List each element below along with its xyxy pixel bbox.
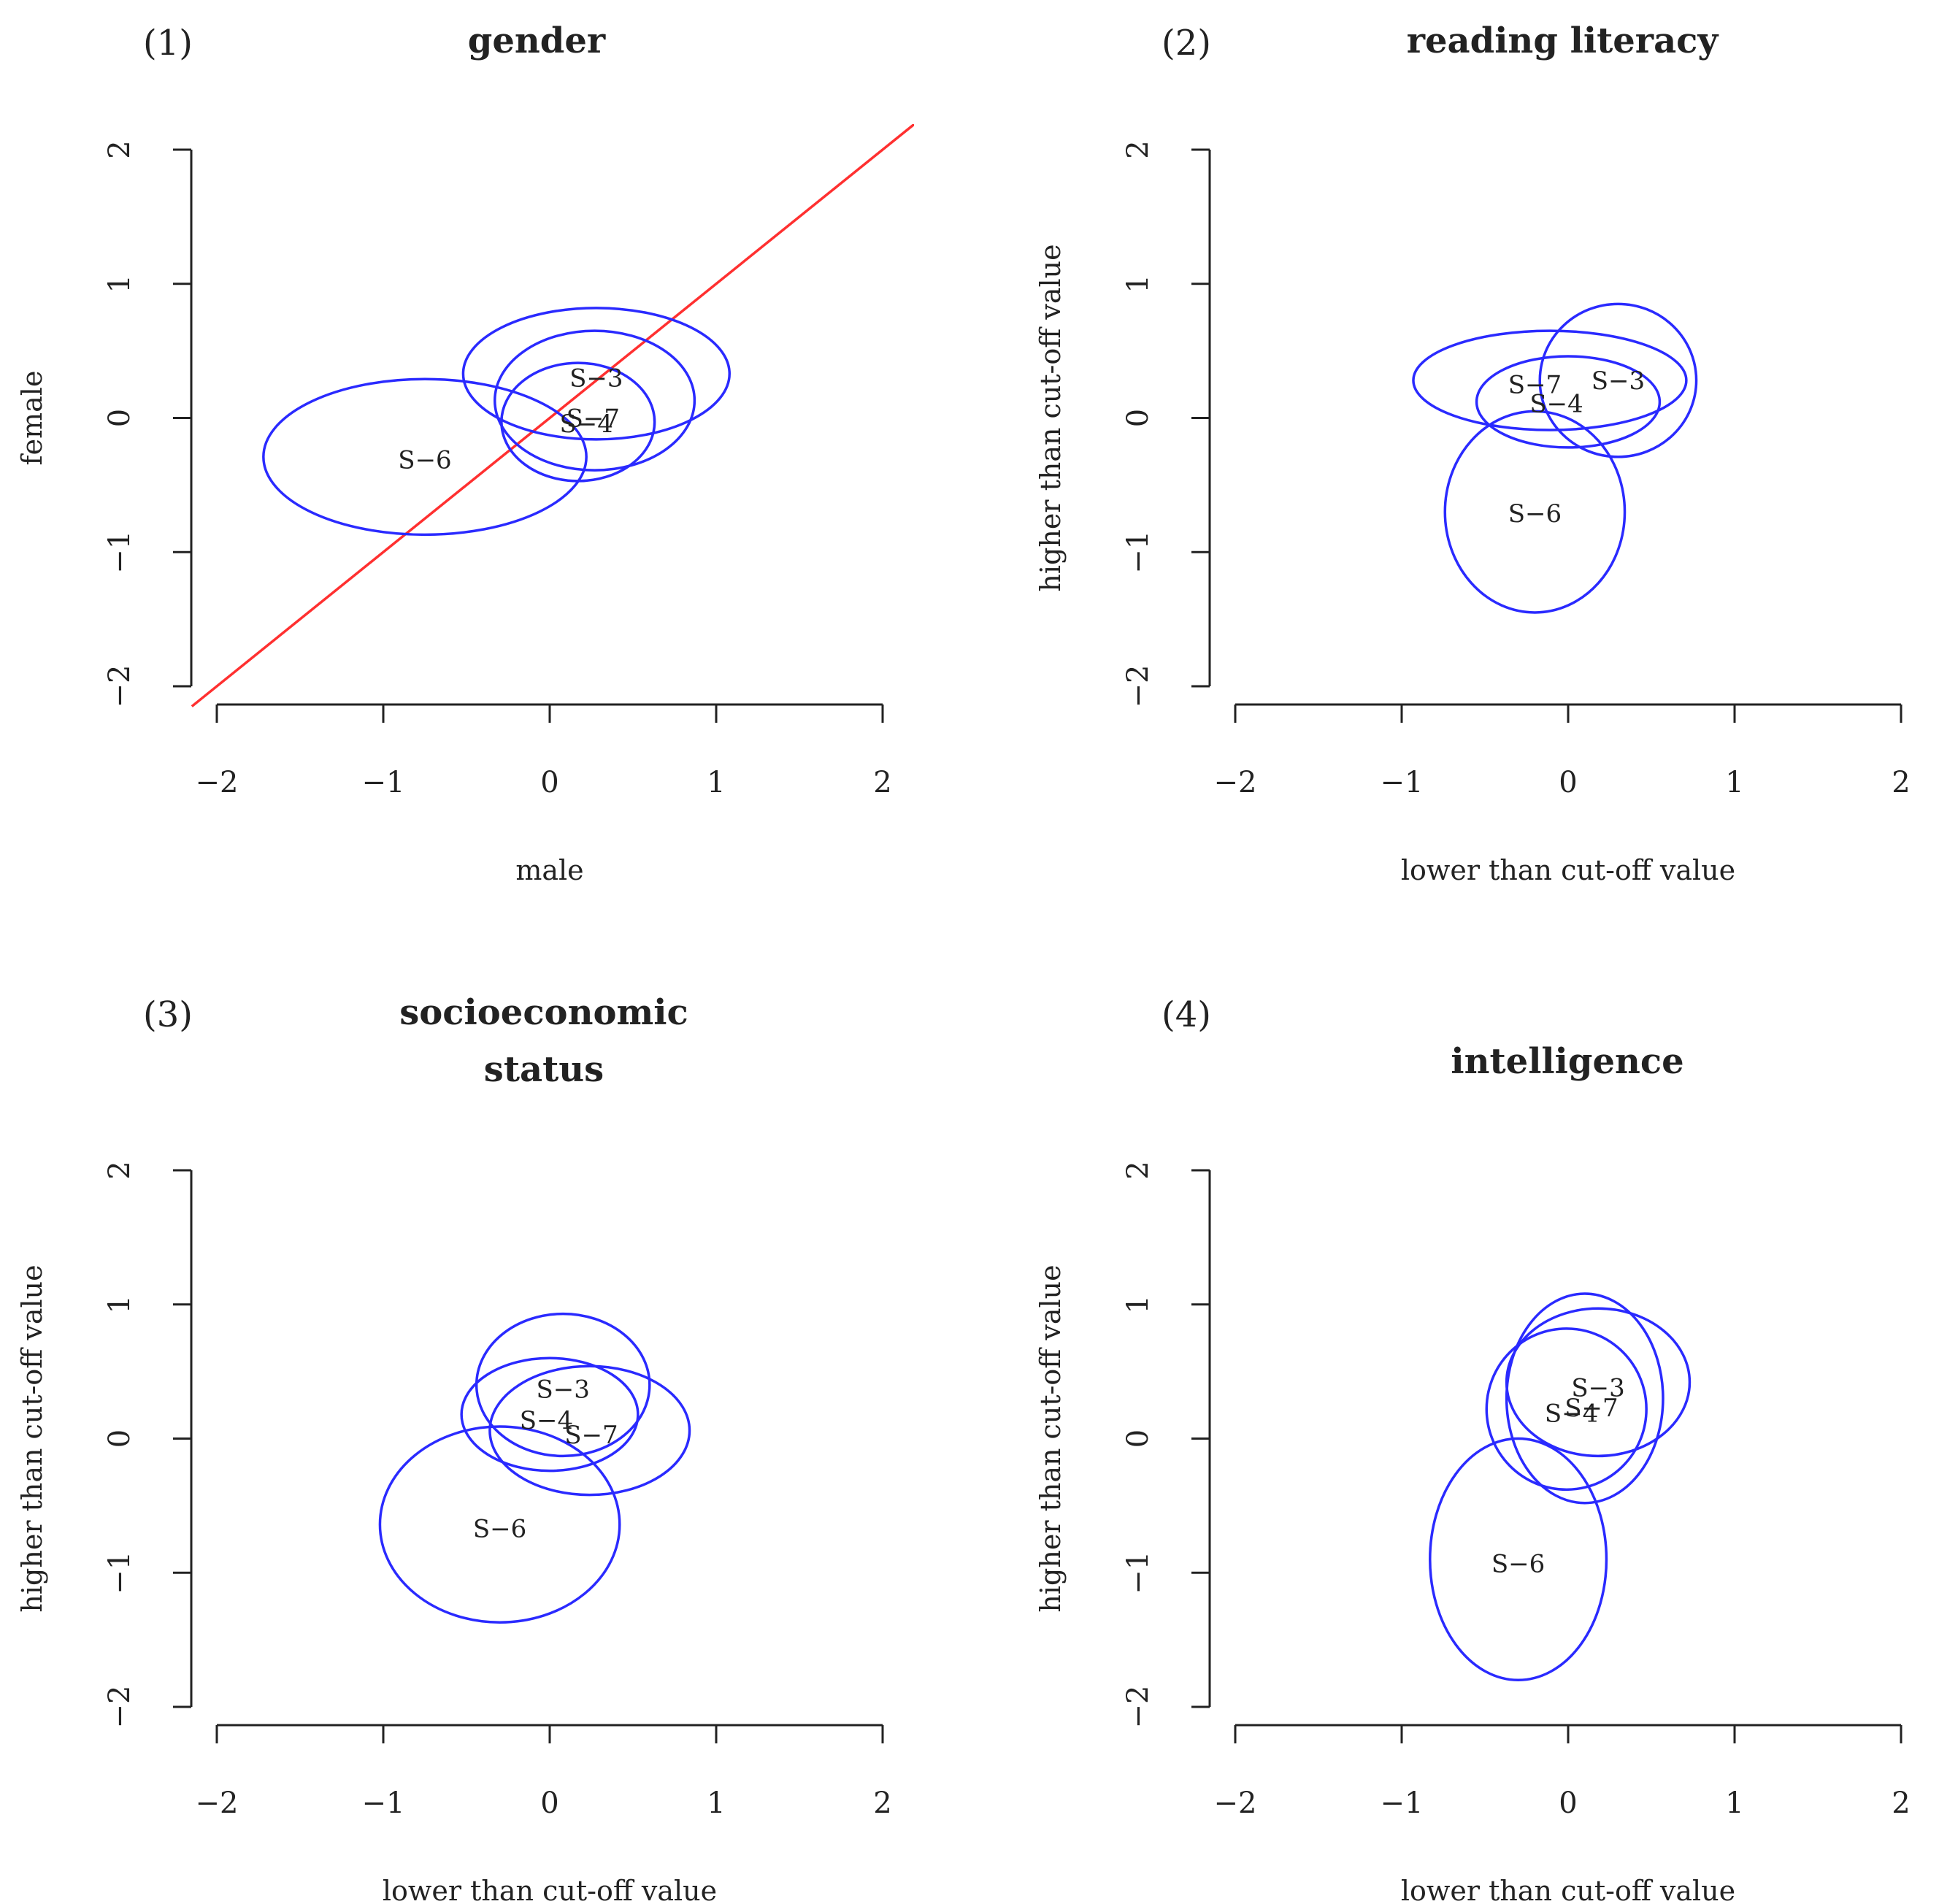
confidence-ellipse bbox=[1412, 329, 1688, 431]
x-axis-label: lower than cut-off value bbox=[1401, 854, 1735, 886]
y-axis-label: female bbox=[16, 371, 48, 466]
x-tick-label: 1 bbox=[707, 766, 725, 799]
confidence-ellipse bbox=[1485, 1327, 1648, 1492]
confidence-ellipse bbox=[262, 377, 588, 537]
y-tick-label: −1 bbox=[1121, 1551, 1155, 1594]
y-tick-label: 1 bbox=[1121, 1295, 1155, 1313]
confidence-ellipse bbox=[1505, 1292, 1665, 1505]
y-tick-label: 2 bbox=[1121, 140, 1155, 158]
y-tick-label: 1 bbox=[103, 275, 137, 293]
x-tick-label: −2 bbox=[196, 1786, 239, 1820]
reference-line-y-equals-x bbox=[1210, 1143, 1935, 1727]
panel-number: (2) bbox=[1162, 23, 1211, 64]
ellipse-label: S−3 bbox=[537, 1375, 590, 1405]
x-tick-label: 2 bbox=[873, 1786, 891, 1820]
confidence-ellipse bbox=[461, 307, 731, 441]
chart-title-line: intelligence bbox=[1451, 1041, 1683, 1082]
ellipse-label: S−7 bbox=[1508, 371, 1562, 400]
chart-panel-socioeconomic-status: (3) socioeconomic status −2 −1 0 1 2 −2 −1 0 1 2 l… bbox=[16, 992, 916, 1904]
reference-line-y-equals-x bbox=[191, 124, 914, 707]
ellipse-label: S−7 bbox=[1564, 1394, 1618, 1423]
confidence-ellipse bbox=[460, 1356, 640, 1473]
ellipse-label: S−6 bbox=[1491, 1549, 1545, 1578]
ellipse-label: S−4 bbox=[520, 1406, 573, 1435]
panel-number: (3) bbox=[143, 994, 193, 1035]
x-tick-label: −1 bbox=[362, 1786, 405, 1820]
x-tick-label: 0 bbox=[540, 766, 558, 799]
confidence-ellipse bbox=[488, 1364, 691, 1497]
y-tick-label: −1 bbox=[103, 531, 137, 574]
x-tick-label: 1 bbox=[707, 1786, 725, 1820]
x-tick-label: 2 bbox=[1892, 1786, 1910, 1820]
confidence-ellipse bbox=[1538, 302, 1698, 458]
y-tick-label: 0 bbox=[103, 1429, 137, 1448]
chart-panel-gender: (1) gender −2 −1 0 1 2 −2 −1 0 1 2 male female S−3 S−… bbox=[16, 20, 914, 886]
y-axis-label: higher than cut-off value bbox=[1034, 1264, 1067, 1612]
x-tick-label: 1 bbox=[1725, 1786, 1743, 1820]
x-tick-label: 2 bbox=[1892, 766, 1910, 799]
ellipse-label: S−6 bbox=[398, 445, 451, 475]
y-tick-label: −2 bbox=[103, 1686, 137, 1729]
y-tick-label: 2 bbox=[103, 1161, 137, 1179]
y-tick-label: 2 bbox=[103, 140, 137, 158]
reference-line-y-equals-x bbox=[192, 1143, 916, 1727]
y-axis-label: higher than cut-off value bbox=[16, 1264, 48, 1612]
chart-title-line: gender bbox=[468, 20, 606, 61]
x-tick-label: 0 bbox=[540, 1786, 558, 1820]
y-axis-label: higher than cut-off value bbox=[1034, 244, 1067, 591]
ellipse-label: S−4 bbox=[1545, 1400, 1598, 1429]
x-tick-label: −1 bbox=[362, 766, 405, 799]
y-tick-label: −2 bbox=[103, 665, 137, 708]
y-tick-label: 0 bbox=[1121, 1429, 1155, 1448]
x-tick-label: 0 bbox=[1559, 766, 1577, 799]
panel-number: (4) bbox=[1162, 994, 1211, 1035]
x-axis-label: lower than cut-off value bbox=[383, 1875, 717, 1904]
ellipse-label: S−4 bbox=[1529, 389, 1583, 418]
y-tick-label: −1 bbox=[103, 1551, 137, 1594]
ellipse-label: S−7 bbox=[567, 404, 620, 434]
x-tick-label: 0 bbox=[1559, 1786, 1577, 1820]
confidence-ellipse bbox=[1475, 355, 1662, 449]
x-axis-label: male bbox=[515, 854, 583, 886]
y-tick-label: −2 bbox=[1121, 1686, 1155, 1729]
y-tick-label: 1 bbox=[1121, 275, 1155, 293]
chart-panel-intelligence: (4) intelligence −2 −1 0 1 2 −2 −1 0 1 2 lower tha… bbox=[1034, 994, 1935, 1904]
ellipse-label: S−3 bbox=[1571, 1374, 1624, 1403]
x-axis-label: lower than cut-off value bbox=[1401, 1875, 1735, 1904]
confidence-ellipse bbox=[1429, 1437, 1608, 1681]
confidence-ellipse bbox=[475, 1312, 651, 1458]
y-tick-label: −1 bbox=[1121, 531, 1155, 574]
chart-title-line: reading literacy bbox=[1407, 20, 1720, 61]
ellipse-label: S−6 bbox=[473, 1515, 526, 1544]
chart-title-line: status bbox=[484, 1049, 604, 1090]
y-tick-label: −2 bbox=[1121, 665, 1155, 708]
confidence-ellipse bbox=[378, 1425, 621, 1624]
ellipse-label: S−3 bbox=[569, 364, 623, 393]
confidence-ellipse bbox=[494, 329, 696, 472]
panel-number: (1) bbox=[143, 23, 193, 64]
x-tick-label: 1 bbox=[1725, 766, 1743, 799]
x-tick-label: −1 bbox=[1381, 1786, 1424, 1820]
y-tick-label: 2 bbox=[1121, 1161, 1155, 1179]
chart-panel-reading-literacy: (2) reading literacy −2 −1 0 1 2 −2 −1 0 1 2 lower… bbox=[1034, 20, 1911, 886]
x-tick-label: 2 bbox=[873, 766, 891, 799]
x-tick-label: −2 bbox=[196, 766, 239, 799]
ellipse-label: S−7 bbox=[564, 1421, 618, 1450]
x-tick-label: −2 bbox=[1214, 1786, 1257, 1820]
ellipse-label: S−6 bbox=[1508, 499, 1562, 529]
x-tick-label: −1 bbox=[1381, 766, 1424, 799]
ellipse-label: S−3 bbox=[1591, 366, 1645, 396]
y-tick-label: 0 bbox=[1121, 409, 1155, 427]
y-tick-label: 1 bbox=[103, 1295, 137, 1313]
ellipse-label: S−4 bbox=[559, 410, 613, 439]
x-tick-label: −2 bbox=[1214, 766, 1257, 799]
chart-title-line: socioeconomic bbox=[399, 992, 688, 1033]
confidence-ellipse bbox=[1443, 410, 1627, 614]
y-tick-label: 0 bbox=[103, 409, 137, 427]
